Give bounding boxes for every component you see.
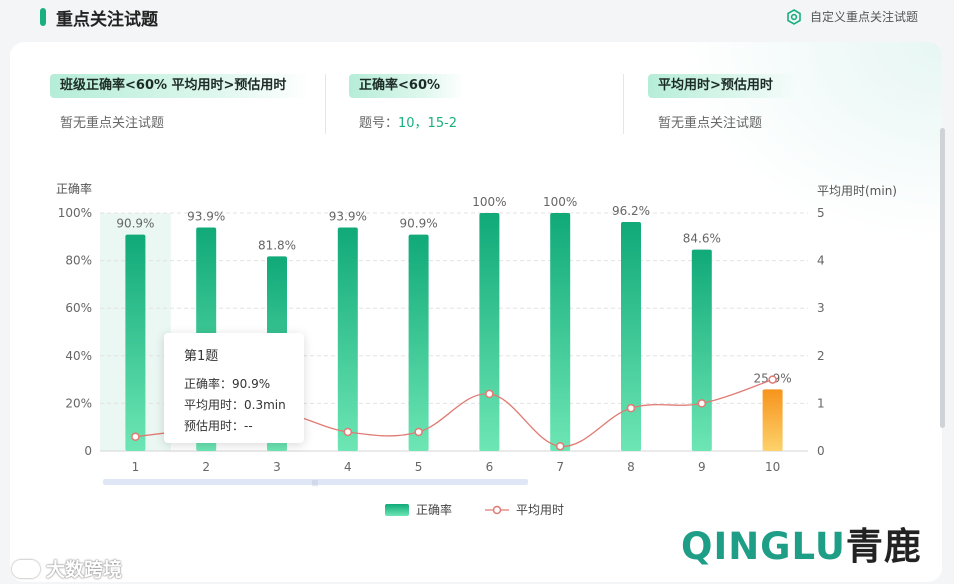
bar-value-label: 100% [543, 195, 577, 209]
y2-tick-label: 5 [817, 206, 825, 220]
y2-tick-label: 0 [817, 444, 825, 458]
bar-value-label: 84.6% [683, 232, 721, 246]
data-zoom-track [103, 479, 528, 485]
bar-q9 [691, 249, 712, 451]
y2-tick-label: 3 [817, 301, 825, 315]
stat-value: 题号：10，15-2 [359, 112, 464, 131]
bar-value-label: 100% [472, 195, 506, 209]
bar-q4 [337, 227, 358, 451]
custom-focus-label: 自定义重点关注试题 [809, 10, 918, 24]
source-logo-icon [12, 559, 40, 578]
x-tick-label: 1 [132, 460, 140, 474]
tooltip-accuracy: 正确率：90.9% [184, 377, 271, 391]
y2-tick-label: 2 [817, 349, 825, 363]
x-tick-label: 10 [765, 460, 780, 474]
legend-line-marker [492, 505, 502, 515]
x-tick-label: 9 [698, 460, 706, 474]
vertical-scrollbar[interactable] [940, 128, 945, 428]
bar-value-label: 81.8% [258, 238, 296, 252]
legend-line-label: 平均用时 [516, 503, 564, 517]
y2-axis-title: 平均用时(min) [817, 184, 897, 198]
gear-icon [787, 8, 801, 25]
bar-value-label: 90.9% [116, 217, 154, 231]
bar-value-label: 93.9% [329, 210, 367, 224]
y2-tick-label: 1 [817, 396, 825, 410]
avg-time-point-q7 [555, 441, 565, 451]
brand-cn: 青鹿 [845, 525, 922, 568]
avg-time-point-q4 [343, 427, 353, 437]
data-zoom-handle: ||| [312, 480, 318, 487]
stat-overtime: 平均用时>预估用时 暂无重点关注试题 [648, 74, 797, 131]
bar-value-label: 96.2% [612, 204, 650, 218]
bar-value-label: 93.9% [187, 210, 225, 224]
x-tick-label: 5 [415, 460, 423, 474]
y-tick-label: 80% [65, 254, 92, 268]
x-tick-label: 3 [273, 460, 281, 474]
avg-time-point-q1 [131, 432, 140, 441]
bar-q10 [762, 389, 783, 451]
legend-bar-swatch [385, 504, 409, 516]
y-tick-label: 60% [65, 301, 92, 315]
title-accent-bar [40, 8, 46, 26]
tooltip-est-time: 预估用时：-- [184, 419, 253, 433]
question-number-label: 题号： [359, 116, 399, 131]
legend-bar-label: 正确率 [416, 502, 452, 517]
tooltip-title: 第1题 [184, 349, 219, 364]
page-title: 重点关注试题 [56, 10, 158, 30]
source-text: 大数跨境 [46, 559, 123, 581]
x-tick-label: 2 [202, 460, 210, 474]
x-tick-label: 4 [344, 460, 352, 474]
avg-time-point-q10 [768, 375, 777, 384]
x-tick-label: 8 [627, 460, 635, 474]
y-tick-label: 100% [58, 206, 92, 220]
brand-logo: QINGLU青鹿 [681, 516, 922, 570]
x-tick-label: 6 [486, 460, 494, 474]
question-number-link[interactable]: 10，15-2 [398, 116, 458, 131]
custom-focus-button[interactable]: 自定义重点关注试题 [786, 8, 918, 25]
bar-value-label: 90.9% [400, 217, 438, 231]
y-tick-label: 0 [84, 444, 92, 458]
bar-q7 [550, 213, 571, 451]
avg-time-point-q9 [697, 399, 707, 408]
stat-value: 暂无重点关注试题 [60, 116, 165, 131]
stat-low-accuracy: 正确率<60% 题号：10，15-2 [349, 74, 465, 131]
x-tick-label: 7 [556, 460, 564, 474]
bar-q1 [125, 234, 146, 451]
divider [623, 74, 624, 134]
brand-latin: QINGLU [681, 525, 846, 568]
stat-tag: 平均用时>预估用时 [648, 74, 797, 98]
tooltip-avg-time: 平均用时：0.3min [184, 398, 286, 412]
divider [325, 74, 326, 134]
source-watermark: 大数跨境 [12, 555, 122, 582]
stat-low-accuracy-overtime: 班级正确率<60% 平均用时>预估用时 暂无重点关注试题 [50, 74, 311, 131]
bar-q5 [408, 234, 429, 451]
stat-value: 暂无重点关注试题 [658, 116, 763, 131]
header: 重点关注试题 自定义重点关注试题 [0, 0, 954, 36]
chart-tooltip: 第1题 正确率：90.9% 平均用时：0.3min 预估用时：-- [164, 333, 304, 443]
y-tick-label: 40% [65, 349, 92, 363]
y2-tick-label: 4 [817, 254, 825, 268]
stat-tag: 班级正确率<60% 平均用时>预估用时 [50, 74, 311, 98]
y-tick-label: 20% [65, 396, 92, 410]
avg-time-point-q8 [626, 403, 636, 413]
y-axis-title: 正确率 [56, 181, 92, 196]
avg-time-point-q5 [414, 427, 423, 437]
bar-q8 [621, 222, 641, 451]
avg-time-point-q6 [485, 389, 494, 399]
stat-tag: 正确率<60% [349, 74, 465, 98]
bar-q6 [479, 213, 500, 451]
